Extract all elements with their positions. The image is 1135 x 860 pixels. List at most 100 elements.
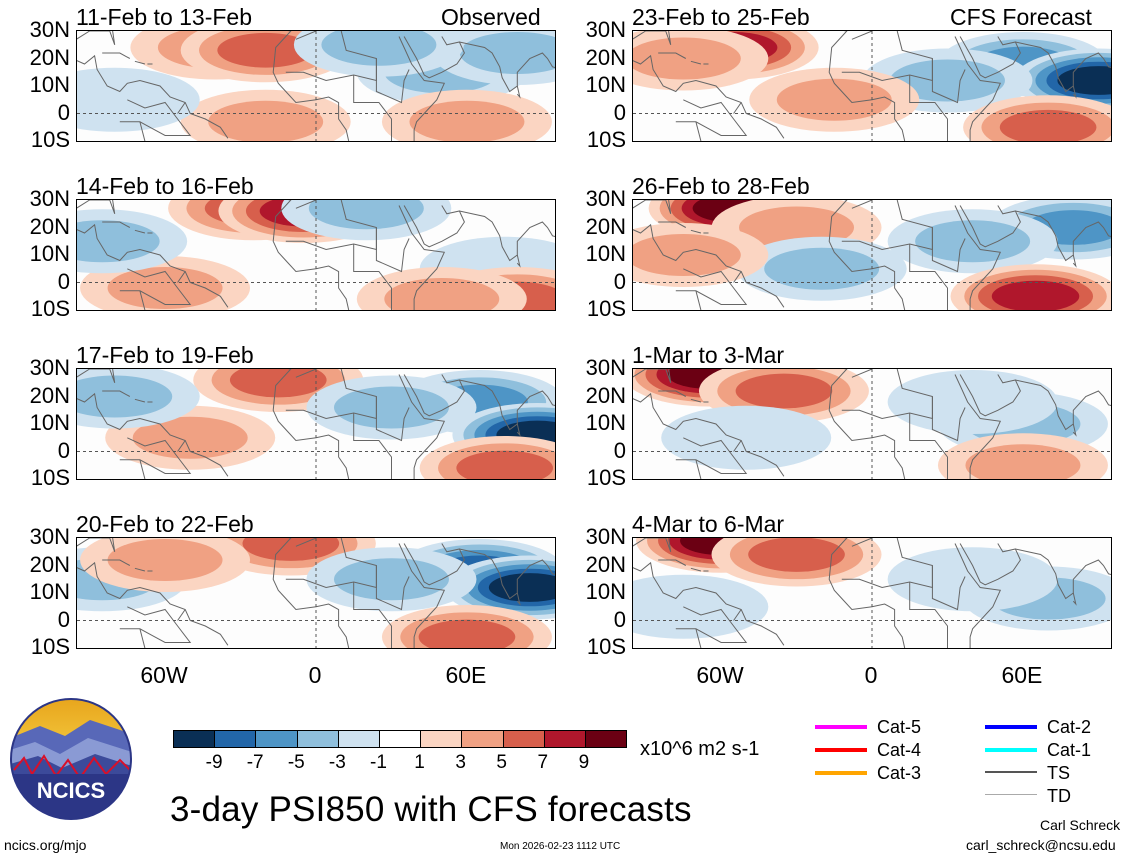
coastline <box>102 559 131 566</box>
footer-timestamp: Mon 2026-02-23 1112 UTC <box>500 841 621 852</box>
map-svg <box>633 31 1111 141</box>
footer-email: carl_schreck@ncsu.edu <box>966 837 1116 853</box>
coastline <box>633 561 785 646</box>
coastline <box>909 413 948 479</box>
coastline <box>954 36 1002 141</box>
map-svg <box>77 369 555 479</box>
coastline <box>516 592 521 606</box>
latitude-tick-label: 0 <box>57 606 70 632</box>
latitude-tick-label: 10N <box>585 579 626 604</box>
coastline <box>931 227 966 273</box>
legend-label: Cat-2 <box>1047 717 1092 737</box>
panel-title: 20-Feb to 22-Feb <box>76 511 254 537</box>
coastline <box>177 440 186 452</box>
colorbar-swatch <box>174 731 216 747</box>
coastline <box>633 31 672 45</box>
coastline <box>134 229 146 234</box>
legend-line <box>985 771 1037 773</box>
coastline <box>633 538 672 552</box>
coastline <box>959 205 1021 248</box>
latitude-tick-label: 10S <box>586 634 626 659</box>
colorbar-swatch <box>462 731 504 747</box>
map-svg <box>633 200 1111 310</box>
legend-line <box>985 748 1037 752</box>
anomaly-contour <box>776 78 892 121</box>
coastline <box>398 374 446 479</box>
coastline <box>1072 423 1077 437</box>
longitude-tick-label: 0 <box>308 662 322 688</box>
ncics-logo: NCICS <box>10 698 132 820</box>
coastline <box>134 567 146 572</box>
anomaly-contour <box>459 32 555 74</box>
panel-title: 4-Mar to 6-Mar <box>632 511 785 537</box>
panel-title: 17-Feb to 19-Feb <box>76 342 254 368</box>
coastline <box>959 543 1021 586</box>
coastline <box>459 41 555 93</box>
colorbar-swatch <box>379 731 422 747</box>
legend-line <box>815 725 867 729</box>
legend-label: Cat-3 <box>877 763 922 783</box>
colorbar-level-label: -7 <box>246 752 264 773</box>
coastline <box>695 290 702 310</box>
colorbar-level-label: -1 <box>370 752 387 773</box>
anomaly-contour <box>887 370 1058 434</box>
latitude-tick-label: 10N <box>585 72 626 97</box>
footer-url: ncics.org/mjo <box>4 837 87 853</box>
coastline <box>690 567 702 572</box>
coastline <box>1072 254 1077 268</box>
latitude-tick-label: 10N <box>585 410 626 435</box>
longitude-tick-label: 60E <box>445 662 487 688</box>
latitude-tick-label: 30N <box>29 186 70 211</box>
anomaly-contour <box>308 200 424 230</box>
legend-line <box>815 748 867 752</box>
longitude-tick-label: 60W <box>696 662 744 688</box>
coastline <box>931 396 966 442</box>
panel-title: 14-Feb to 16-Feb <box>76 173 254 199</box>
coastline <box>353 75 392 141</box>
anomaly-contour <box>107 267 223 309</box>
psi850-map <box>76 537 556 649</box>
latitude-tick-label: 10S <box>30 127 70 152</box>
anomaly-contour <box>965 444 1081 479</box>
map-svg <box>633 369 1111 479</box>
coastline <box>675 268 748 305</box>
coastline <box>733 609 742 621</box>
latitude-tick-label: 0 <box>57 437 70 463</box>
coastline <box>375 58 410 104</box>
coastline <box>139 290 146 310</box>
coastline <box>954 374 1002 479</box>
logo-text: NCICS <box>37 778 105 803</box>
latitude-tick-label: 10S <box>30 634 70 659</box>
colorbar-level-label: 9 <box>578 752 590 773</box>
legend-line <box>985 725 1037 729</box>
colorbar-level-label: -5 <box>287 752 305 773</box>
anomaly-contour <box>217 32 315 68</box>
anomaly-contour <box>999 109 1097 141</box>
longitude-tick-label: 60W <box>140 662 188 688</box>
coastline <box>909 244 948 310</box>
latitude-tick-label: 20N <box>29 44 70 70</box>
coastline <box>295 200 317 209</box>
panel-title: 26-Feb to 28-Feb <box>632 173 810 199</box>
latitude-tick-label: 20N <box>29 551 70 577</box>
latitude-tick-label: 30N <box>585 524 626 549</box>
coastline <box>516 254 521 268</box>
coastline <box>658 559 687 566</box>
psi850-map <box>632 537 1112 649</box>
observed-label: Observed <box>441 4 541 30</box>
map-svg <box>77 31 555 141</box>
coastline <box>77 538 116 552</box>
anomaly-contour <box>333 386 449 429</box>
colorbar-swatch <box>338 731 380 747</box>
coastline <box>295 369 317 378</box>
coastline <box>954 205 1002 310</box>
anomaly-contour <box>735 373 833 409</box>
coastline <box>77 223 229 308</box>
legend-line <box>815 771 867 775</box>
map-svg <box>633 538 1111 648</box>
colorbar-level-label: 1 <box>414 752 425 773</box>
coastline <box>675 606 748 643</box>
coastline <box>959 36 1021 79</box>
colorbar-swatch <box>215 731 257 747</box>
coastline <box>295 538 317 547</box>
